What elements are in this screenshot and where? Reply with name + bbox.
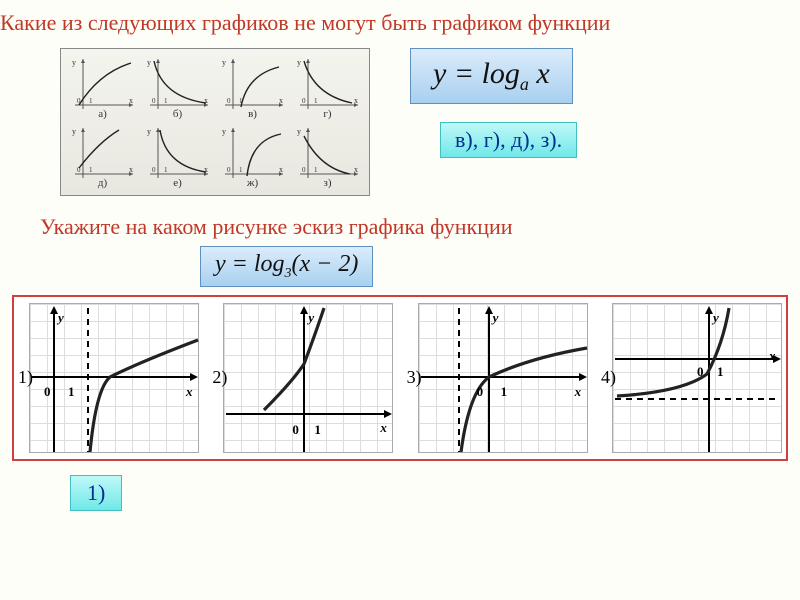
svg-text:1: 1 xyxy=(164,166,168,174)
svg-text:y: y xyxy=(297,127,301,136)
svg-text:y: y xyxy=(222,127,226,136)
svg-text:0: 0 xyxy=(227,97,231,105)
svg-text:x: x xyxy=(129,96,133,105)
svg-text:x: x xyxy=(129,165,133,174)
svg-text:0: 0 xyxy=(227,166,231,174)
svg-text:1: 1 xyxy=(239,166,243,174)
svg-text:y: y xyxy=(147,58,151,67)
formula-y: y xyxy=(433,57,446,90)
answer-2: 1) xyxy=(70,475,122,511)
svg-text:y: y xyxy=(222,58,226,67)
formula-eq: = log xyxy=(446,57,520,90)
mini-label: в) xyxy=(248,108,257,120)
formula-sub: a xyxy=(520,74,529,94)
mini-label: д) xyxy=(98,177,107,189)
svg-text:1: 1 xyxy=(314,97,318,105)
question-title: Какие из следующих графиков не могут быт… xyxy=(0,0,800,36)
mini-graph-в: yx01в) xyxy=(217,55,288,120)
svg-text:1: 1 xyxy=(89,166,93,174)
mini-label: б) xyxy=(173,108,182,120)
svg-text:1: 1 xyxy=(314,166,318,174)
big-graphs-panel: 1)yx012)yx013)yx014)yx01 xyxy=(12,295,788,461)
top-row: yx01а)yx01б)yx01в)yx01г)yx01д)yx01е)yx01… xyxy=(0,48,800,196)
mini-label: е) xyxy=(173,177,182,189)
mini-graph-е: y x 01 е) xyxy=(142,124,213,189)
log3-formula: y = log3(x − 2) xyxy=(200,246,373,287)
svg-text:0: 0 xyxy=(152,166,156,174)
mini-graph-ж: y x 01 ж) xyxy=(217,124,288,189)
subtitle: Укажите на каком рисунке эскиз графика ф… xyxy=(40,214,800,240)
svg-text:y: y xyxy=(72,58,76,67)
svg-text:x: x xyxy=(279,96,283,105)
formula2-arg: (x − 2) xyxy=(292,251,359,277)
formula-answer-column: y = loga x в), г), д), з). xyxy=(410,48,577,158)
svg-text:0: 0 xyxy=(302,97,306,105)
svg-text:x: x xyxy=(354,165,358,174)
svg-text:x: x xyxy=(354,96,358,105)
mini-graph-а: yx01а) xyxy=(67,55,138,120)
answer-1: в), г), д), з). xyxy=(440,122,577,158)
big-graph-number: 4) xyxy=(601,367,616,388)
svg-text:1: 1 xyxy=(89,97,93,105)
svg-text:0: 0 xyxy=(302,166,306,174)
big-graph-number: 3) xyxy=(407,367,422,388)
svg-text:0: 0 xyxy=(152,97,156,105)
big-graph-2: 2)yx01 xyxy=(212,303,393,453)
big-graph-3: 3)yx01 xyxy=(407,303,588,453)
big-graph-1: 1)yx01 xyxy=(18,303,199,453)
svg-text:y: y xyxy=(297,58,301,67)
formula-x: x xyxy=(529,57,550,90)
svg-text:1: 1 xyxy=(164,97,168,105)
formula2-sub: 3 xyxy=(285,266,292,281)
big-graph-4: 4)yx01 xyxy=(601,303,782,453)
log-formula: y = loga x xyxy=(410,48,573,104)
mini-graph-б: y x 01 б) xyxy=(142,55,213,120)
mini-label: ж) xyxy=(247,177,258,189)
formula2-y: y xyxy=(215,251,226,277)
svg-text:x: x xyxy=(204,96,208,105)
mini-label: з) xyxy=(323,177,331,189)
svg-text:y: y xyxy=(72,127,76,136)
big-graph-number: 1) xyxy=(18,367,33,388)
big-graph-number: 2) xyxy=(212,367,227,388)
mini-graphs-panel: yx01а)yx01б)yx01в)yx01г)yx01д)yx01е)yx01… xyxy=(60,48,370,196)
mini-graph-з: y x 01 з) xyxy=(292,124,363,189)
mini-label: г) xyxy=(323,108,331,120)
mini-graph-д: yx01д) xyxy=(67,124,138,189)
formula2-eq: = log xyxy=(226,251,285,277)
mini-graph-г: y x 01 г) xyxy=(292,55,363,120)
svg-text:y: y xyxy=(147,127,151,136)
svg-text:x: x xyxy=(279,165,283,174)
mini-label: а) xyxy=(98,108,107,120)
svg-text:x: x xyxy=(204,165,208,174)
